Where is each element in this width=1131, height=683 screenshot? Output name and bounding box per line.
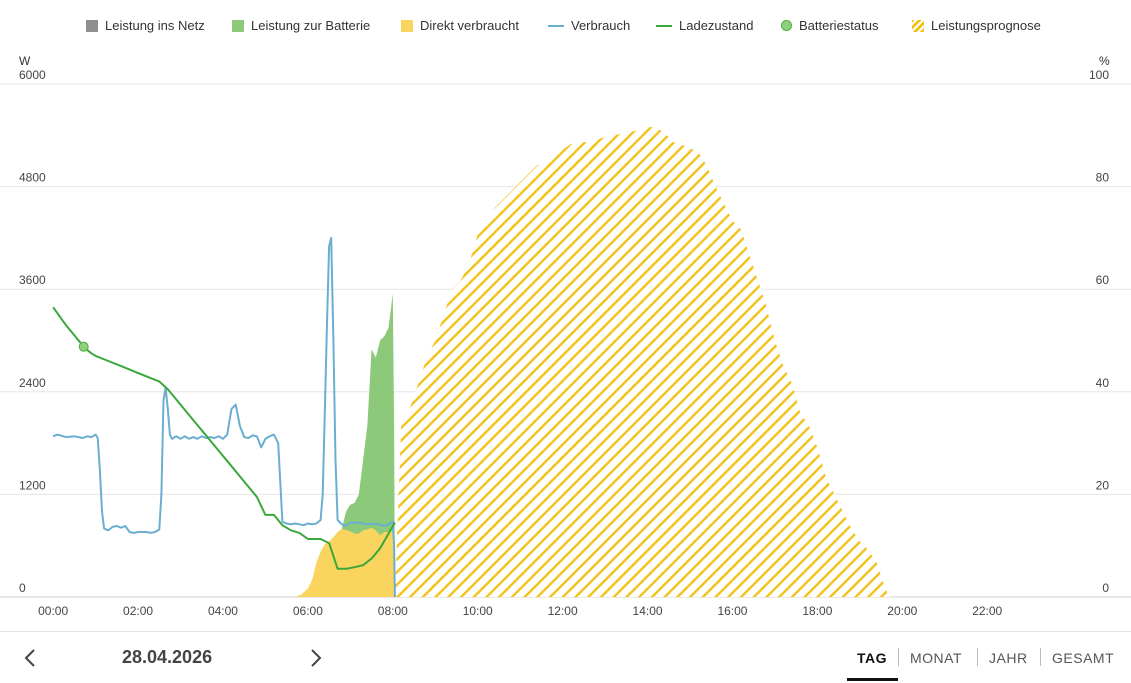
x-tick-label: 22:00 (972, 604, 1002, 618)
tab-divider (1040, 648, 1041, 666)
legend-label: Leistungsprognose (931, 18, 1041, 33)
consumption-line (52, 236, 396, 598)
legend-item-state-of-charge[interactable]: Ladezustand (656, 18, 753, 33)
y-right-tick-label: 0 (1102, 581, 1109, 595)
direct-use-swatch-icon (401, 19, 413, 32)
legend-item-grid-export[interactable]: Leistung ins Netz (86, 18, 205, 33)
chevron-left-icon (24, 649, 35, 667)
tab-day[interactable]: TAG (857, 650, 888, 666)
legend-label: Leistung zur Batterie (251, 18, 371, 33)
tab-year[interactable]: JAHR (989, 650, 1028, 666)
x-tick-label: 10:00 (463, 604, 493, 618)
y-left-tick-label: 6000 (19, 68, 46, 82)
current-date: 28.04.2026 (122, 647, 213, 667)
x-tick-label: 02:00 (123, 604, 153, 618)
y-left-tick-label: 1200 (19, 478, 46, 492)
chart-legend: Leistung ins Netz Leistung zur Batterie … (0, 18, 1131, 38)
x-tick-label: 12:00 (548, 604, 578, 618)
date-navigation-bar: 28.04.2026 TAG MONAT JAHR GESAMT (0, 631, 1131, 683)
y-left-tick-label: 3600 (19, 273, 46, 287)
state-of-charge-swatch-icon (656, 24, 672, 27)
y-right-tick-label: 20 (1096, 478, 1110, 492)
battery-status-point (78, 341, 89, 352)
y-left-tick-label: 2400 (19, 376, 46, 390)
legend-item-battery-charge[interactable]: Leistung zur Batterie (232, 18, 370, 33)
legend-item-direct-use[interactable]: Direkt verbraucht (401, 18, 519, 33)
legend-label: Verbrauch (571, 18, 631, 33)
legend-item-battery-status[interactable]: Batteriestatus (781, 18, 879, 33)
active-tab-indicator (847, 678, 898, 681)
legend-label: Direkt verbraucht (420, 18, 519, 33)
x-tick-label: 16:00 (717, 604, 747, 618)
y-left-tick-label: 4800 (19, 171, 46, 185)
tab-month[interactable]: MONAT (910, 650, 963, 666)
axis-layer: 0 1200 2400 3600 4800 6000 0 20 40 60 80 100 00:00 02… (19, 68, 1109, 618)
tab-divider (977, 648, 978, 666)
x-tick-label: 08:00 (378, 604, 408, 618)
battery-charge-area (341, 293, 395, 597)
y-right-tick-label: 60 (1096, 273, 1110, 287)
state-of-charge-line (52, 306, 396, 570)
battery-charge-swatch-icon (232, 19, 244, 32)
y-left-unit: W (19, 54, 31, 68)
y-right-tick-label: 80 (1096, 171, 1110, 185)
x-tick-label: 06:00 (293, 604, 323, 618)
x-tick-label: 18:00 (802, 604, 832, 618)
tab-divider (898, 648, 899, 666)
legend-label: Ladezustand (679, 18, 754, 33)
legend-label: Leistung ins Netz (105, 18, 205, 33)
forecast-swatch-icon (912, 19, 924, 32)
next-day-button[interactable] (302, 644, 330, 672)
x-tick-label: 20:00 (887, 604, 917, 618)
tab-total[interactable]: GESAMT (1052, 650, 1115, 666)
x-tick-label: 14:00 (633, 604, 663, 618)
forecast-area (394, 126, 890, 598)
x-tick-label: 00:00 (38, 604, 68, 618)
direct-use-area (295, 527, 395, 597)
x-tick-label: 04:00 (208, 604, 238, 618)
y-right-tick-label: 40 (1096, 376, 1110, 390)
previous-day-button[interactable] (16, 644, 44, 672)
y-left-tick-label: 0 (19, 581, 26, 595)
legend-label: Batteriestatus (799, 18, 879, 33)
legend-item-forecast[interactable]: Leistungsprognose (912, 18, 1041, 33)
consumption-swatch-icon (548, 24, 564, 27)
series-layer (52, 126, 890, 598)
y-right-unit: % (1099, 54, 1110, 68)
legend-item-consumption[interactable]: Verbrauch (548, 18, 630, 33)
grid-export-swatch-icon (86, 19, 98, 32)
battery-status-swatch-icon (781, 20, 792, 31)
chevron-right-icon (311, 649, 322, 667)
energy-chart: 0 1200 2400 3600 4800 6000 0 20 40 60 80 100 00:00 02… (0, 68, 1131, 618)
y-right-tick-label: 100 (1089, 68, 1109, 82)
